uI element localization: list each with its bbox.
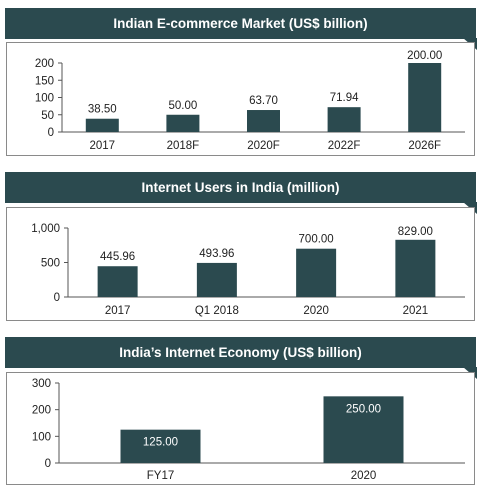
internet-economy-chart-panel: India’s Internet Economy (US$ billion) 0…	[5, 337, 477, 485]
internet-users-chart-panel: Internet Users in India (million) 0 500 1,…	[5, 172, 477, 322]
x-category-label: 2022F	[328, 140, 361, 152]
ecommerce-chart-body: 0 50 100 150 200 38.50 2017 50.00 2018F 63.70 2020…	[6, 42, 475, 156]
x-category-label: 2020F	[247, 140, 280, 152]
internet-users-chart-body: 0 500 1,000 445.96 2017 493.96 Q1 2018 700.00 20…	[6, 207, 475, 321]
x-category-label: 2026F	[408, 140, 441, 152]
y-tick-label: 300	[32, 378, 51, 390]
internet-users-bar-chart: 0 500 1,000 445.96 2017 493.96 Q1 2018 700.00 20…	[31, 223, 465, 317]
x-category-label: Q1 2018	[195, 305, 239, 317]
bar	[120, 429, 201, 463]
y-tick-label: 200	[32, 405, 51, 417]
bar-value-label: 445.96	[100, 251, 135, 263]
x-category-label: 2021	[403, 305, 429, 317]
internet-economy-chart-header: India’s Internet Economy (US$ billion)	[5, 337, 477, 379]
x-category-label: FY17	[147, 470, 175, 482]
ecommerce-bar-chart: 0 50 100 150 200 38.50 2017 50.00 2018F 63.70 2020…	[35, 50, 465, 152]
ecommerce-chart-header: Indian E-commerce Market (US$ billion)	[5, 8, 477, 50]
bar	[196, 262, 237, 297]
bar-value-label: 250.00	[346, 403, 381, 415]
y-tick-label: 1,000	[31, 223, 60, 235]
bar	[247, 110, 280, 132]
bar	[327, 107, 361, 132]
y-tick-label: 100	[35, 93, 54, 105]
ecommerce-chart-panel: Indian E-commerce Market (US$ billion) 0…	[5, 8, 477, 158]
bar	[323, 396, 404, 463]
y-tick-label: 0	[48, 127, 54, 139]
bar-value-label: 125.00	[143, 437, 178, 449]
internet-users-chart-title: Internet Users in India (million)	[141, 180, 340, 195]
y-tick-label: 200	[35, 58, 54, 70]
bar-value-label: 38.50	[88, 104, 117, 116]
y-tick-label: 0	[45, 458, 51, 470]
y-tick-label: 150	[35, 75, 54, 87]
bar-value-label: 829.00	[398, 226, 433, 238]
bar	[166, 114, 200, 132]
y-tick-label: 50	[41, 110, 54, 122]
internet-economy-bar-chart: 0 100 200 300 125.00 FY17 250.00 2020	[32, 378, 465, 482]
internet-economy-chart-body: 0 100 200 300 125.00 FY17 250.00 2020	[6, 372, 475, 485]
bar-value-label: 50.00	[169, 100, 198, 112]
ecommerce-chart-title: Indian E-commerce Market (US$ billion)	[113, 16, 368, 31]
internet-economy-chart-title: India’s Internet Economy (US$ billion)	[119, 345, 362, 360]
bar-value-label: 71.94	[330, 92, 359, 104]
bar	[296, 248, 337, 297]
internet-users-chart-header: Internet Users in India (million)	[5, 172, 477, 214]
x-category-label: 2018F	[167, 140, 200, 152]
x-category-label: 2020	[351, 470, 377, 482]
bar	[408, 63, 442, 132]
x-category-label: 2020	[303, 305, 329, 317]
bar	[395, 239, 436, 297]
x-category-label: 2017	[90, 140, 116, 152]
bar	[97, 266, 138, 297]
bar-value-label: 700.00	[299, 234, 334, 246]
y-tick-label: 0	[54, 292, 60, 304]
bar	[85, 118, 119, 132]
y-tick-label: 100	[32, 431, 51, 443]
bar-value-label: 493.96	[199, 248, 234, 260]
y-tick-label: 500	[41, 258, 60, 270]
bar-value-label: 63.70	[249, 95, 278, 107]
x-category-label: 2017	[105, 305, 131, 317]
bar-value-label: 200.00	[407, 50, 442, 62]
